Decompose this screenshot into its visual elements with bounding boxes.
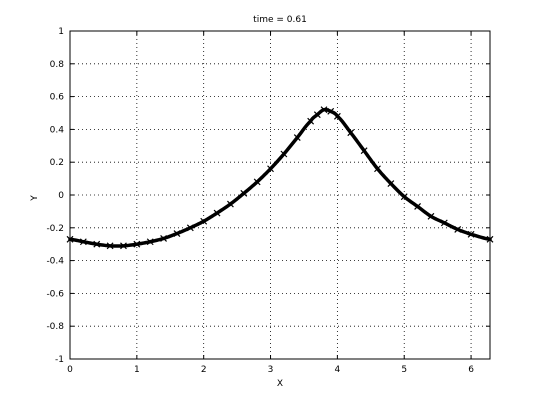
data-point [133,240,141,248]
x-tick-label: 0 [67,365,73,375]
x-axis: 0 1 2 3 4 5 6 [67,31,474,375]
data-point [307,117,315,125]
y-tick-label: -1 [55,355,64,365]
y-tick-label: 0.8 [50,60,65,70]
data-point [227,200,234,208]
data-point [146,238,154,246]
data-point [79,238,87,246]
y-axis: -1 -0.8 -0.6 -0.4 -0.2 0 0.2 0.4 0.6 0.8 1 [46,27,490,365]
x-tick-label: 3 [268,365,274,375]
y-axis-label: Y [30,195,40,202]
data-point [160,235,168,242]
data-point [186,224,194,232]
x-tick-label: 1 [134,365,140,375]
y-tick-label: -0.8 [46,322,64,332]
data-point [293,134,301,142]
series-line [68,107,492,248]
data-point [106,242,114,250]
data-point [440,219,448,227]
x-tick-label: 4 [335,365,341,375]
data-point [374,165,381,173]
data-point [347,129,355,137]
data-point [173,230,181,237]
y-tick-label: 0.2 [50,158,64,168]
data-point [200,217,208,225]
data-point [333,112,341,120]
data-point [253,178,261,186]
x-tick-label: 2 [201,365,207,375]
data-point [320,106,328,114]
x-tick-label: 6 [468,365,474,375]
y-tick-label: 0 [58,191,64,201]
chart-title: time = 0.61 [253,15,307,25]
data-point [400,193,408,201]
data-point [467,230,475,238]
y-tick-label: 0.4 [50,125,65,135]
data-point [414,203,422,210]
y-tick-label: -0.4 [46,257,64,267]
data-point [427,212,435,220]
y-tick-label: 0.6 [50,93,65,103]
y-tick-label: -0.2 [46,224,64,234]
data-point [387,180,395,187]
data-point [240,189,248,197]
series-curve [66,106,494,250]
data-point [120,242,127,250]
data-point [280,150,288,158]
y-tick-label: 1 [58,27,64,37]
data-point [93,240,101,248]
y-tick-label: -0.6 [46,289,64,299]
data-point [313,111,321,119]
x-tick-label: 5 [401,365,407,375]
data-point [360,147,368,155]
data-point [454,226,462,233]
x-axis-label: X [277,379,283,389]
data-point [267,165,274,173]
data-point [213,209,221,217]
data-point [327,107,335,115]
